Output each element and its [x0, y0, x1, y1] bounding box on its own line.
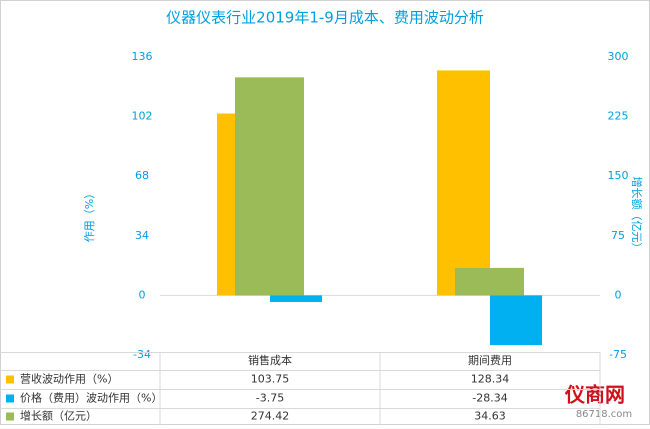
table-header: 销售成本 — [248, 353, 292, 367]
table-value: -3.75 — [256, 392, 284, 405]
chart-title: 仪器仪表行业2019年1-9月成本、费用波动分析 — [166, 9, 484, 27]
bar — [235, 77, 304, 296]
y2-tick-label: 0 — [615, 288, 622, 301]
y-axis-title: 作用（%） — [83, 188, 96, 242]
legend-label: 增长额（亿元） — [20, 409, 97, 423]
legend-label: 营收波动作用（%） — [20, 372, 118, 386]
y2-tick-label: 225 — [608, 110, 629, 123]
legend-swatch — [6, 375, 14, 384]
y2-tick-label: 75 — [611, 229, 625, 242]
y2-tick-label: -75 — [609, 348, 627, 361]
table-header: 期间费用 — [468, 354, 512, 367]
legend-label: 价格（费用）波动作用（%） — [20, 391, 162, 405]
y-tick-label: 68 — [135, 169, 149, 182]
bar — [455, 267, 524, 296]
bar — [490, 295, 542, 346]
y2-tick-label: 150 — [608, 169, 629, 182]
logo-url: 86718.com — [576, 409, 632, 420]
legend-swatch — [6, 394, 14, 403]
y-tick-label: 136 — [132, 50, 153, 63]
bar — [270, 295, 322, 302]
y2-tick-label: 300 — [608, 50, 629, 63]
y2-axis-title: 增长额（亿元） — [630, 177, 644, 254]
table-value: 128.34 — [471, 373, 510, 386]
y-tick-label: -34 — [133, 348, 151, 361]
y-tick-label: 0 — [139, 288, 146, 301]
legend-swatch — [6, 412, 14, 421]
table-value: 34.63 — [474, 410, 506, 423]
logo-name: 仪商网 — [564, 383, 625, 407]
table-value: 103.75 — [251, 373, 290, 386]
y-tick-label: 34 — [135, 229, 149, 242]
y-tick-label: 102 — [132, 110, 153, 123]
bar — [437, 70, 490, 296]
table-value: 274.42 — [251, 410, 290, 423]
table-value: -28.34 — [472, 392, 507, 405]
